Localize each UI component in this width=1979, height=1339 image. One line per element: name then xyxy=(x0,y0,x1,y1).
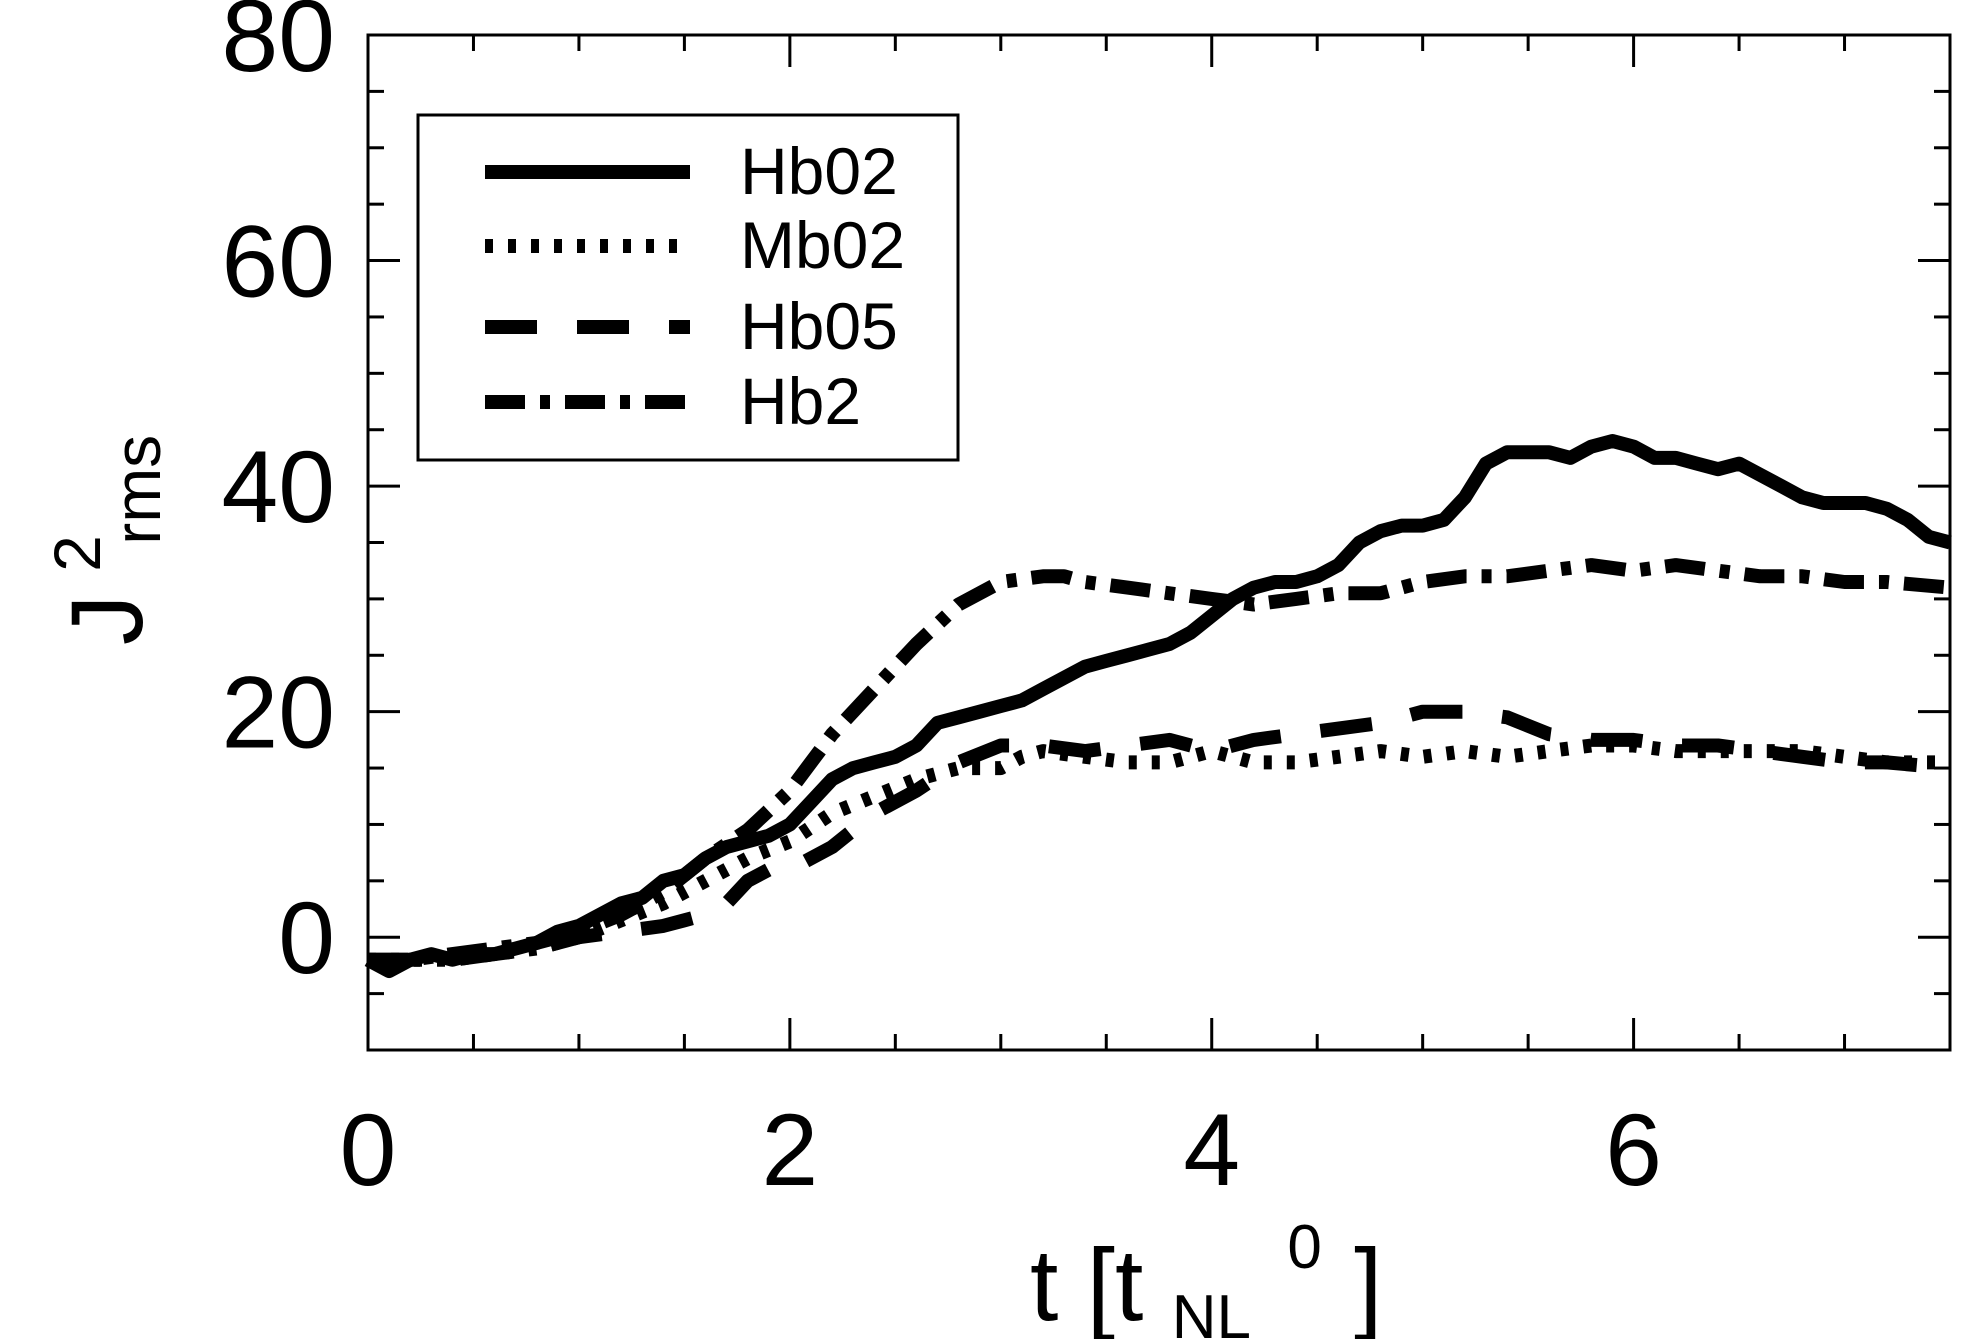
y-axis-label-sup: 2 xyxy=(40,535,114,572)
legend-label-mb02: Mb02 xyxy=(740,208,905,282)
legend: Hb02 Mb02 Hb05 Hb2 xyxy=(416,113,960,462)
y-tick-labels: 0 20 40 60 80 xyxy=(222,0,335,995)
x-axis-label-sup: 0 xyxy=(1287,1213,1321,1282)
y-tick-label: 0 xyxy=(278,881,335,995)
y-tick-label: 60 xyxy=(222,205,335,319)
x-tick-label: 6 xyxy=(1605,1093,1662,1207)
x-axis-label-close: ] xyxy=(1354,1228,1382,1339)
x-axis-label-main: t [t xyxy=(1030,1228,1143,1339)
legend-label-hb05: Hb05 xyxy=(740,289,898,363)
x-tick-label: 4 xyxy=(1183,1093,1240,1207)
y-tick-label: 20 xyxy=(222,656,335,770)
series-layer xyxy=(364,434,1952,979)
x-tick-label: 0 xyxy=(340,1093,397,1207)
legend-label-hb02: Hb02 xyxy=(740,134,898,208)
y-tick-label: 80 xyxy=(222,0,335,93)
minor-ticks xyxy=(368,35,1950,1050)
y-axis-label: J 2 rms xyxy=(8,435,174,645)
y-axis-label-sub: rms xyxy=(100,435,174,545)
x-axis-label: t [t NL 0 ] xyxy=(1030,1176,1382,1339)
x-axis-label-sub: NL xyxy=(1172,1283,1251,1339)
series-line-hb02 xyxy=(364,434,1952,979)
legend-label-hb2: Hb2 xyxy=(740,364,861,438)
major-ticks xyxy=(366,33,1950,1050)
y-axis-label-main: J xyxy=(50,594,164,645)
series-line-hb2 xyxy=(368,558,1951,967)
series-line-mb02 xyxy=(368,738,1950,967)
x-tick-label: 2 xyxy=(761,1093,818,1207)
y-tick-label: 40 xyxy=(222,430,335,544)
series-line-hb05 xyxy=(368,704,1951,967)
x-tick-labels: 0 2 4 6 xyxy=(340,1093,1662,1207)
